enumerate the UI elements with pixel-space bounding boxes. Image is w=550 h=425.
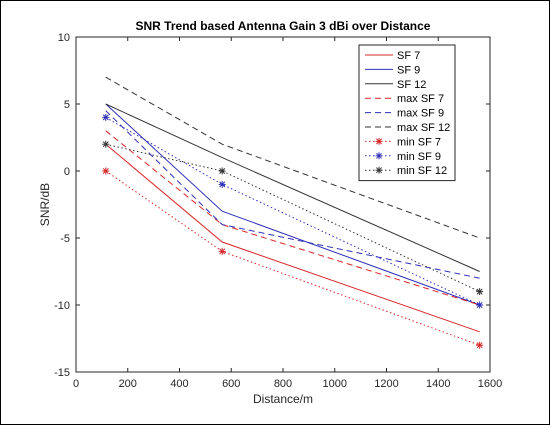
x-tick-label: 800 bbox=[274, 378, 292, 390]
legend-item: max SF 12 bbox=[365, 122, 450, 134]
legend-label: min SF 7 bbox=[397, 136, 441, 148]
data-point-marker bbox=[218, 247, 226, 255]
series-line-sf-12 bbox=[105, 103, 480, 272]
legend-label: max SF 9 bbox=[397, 108, 444, 120]
y-tick-label: 0 bbox=[64, 166, 70, 178]
x-tick-label: 200 bbox=[119, 378, 137, 390]
legend-label: SF 12 bbox=[397, 79, 426, 91]
legend-item: max SF 7 bbox=[365, 93, 444, 105]
series-line-sf-7 bbox=[105, 143, 480, 333]
x-tick-label: 1400 bbox=[426, 378, 450, 390]
legend-label: max SF 7 bbox=[397, 93, 444, 105]
series-line-max-sf-12 bbox=[105, 76, 480, 239]
legend-item: max SF 9 bbox=[365, 108, 444, 120]
series-layer bbox=[102, 76, 484, 349]
x-tick-label: 400 bbox=[170, 378, 188, 390]
x-tick-label: 1200 bbox=[374, 378, 398, 390]
legend-marker bbox=[375, 152, 383, 160]
x-axis-title: Distance/m bbox=[253, 392, 313, 406]
series-line-min-sf-12 bbox=[105, 143, 480, 293]
y-tick-label: 5 bbox=[64, 99, 70, 111]
series-line-min-sf-9 bbox=[105, 116, 480, 306]
y-tick-label: 10 bbox=[58, 32, 70, 44]
x-tick-label: 1600 bbox=[478, 378, 502, 390]
legend-item: min SF 9 bbox=[365, 151, 441, 163]
legend: SF 7 SF 9 SF 12 max SF 7 max SF 9 max SF 12 mi… bbox=[358, 44, 456, 182]
legend-label: min SF 9 bbox=[397, 151, 441, 163]
legend-marker bbox=[375, 137, 383, 145]
legend-marker bbox=[375, 166, 383, 174]
data-point-marker bbox=[476, 288, 484, 296]
x-tick-label: 0 bbox=[73, 378, 79, 390]
legend-label: SF 9 bbox=[397, 64, 420, 76]
data-point-marker bbox=[218, 180, 226, 188]
y-tick-label: -10 bbox=[54, 300, 70, 312]
x-tick-label: 600 bbox=[222, 378, 240, 390]
legend-label: max SF 12 bbox=[397, 122, 450, 134]
data-point-marker bbox=[218, 167, 226, 175]
chart-title: SNR Trend based Antenna Gain 3 dBi over … bbox=[136, 19, 431, 33]
legend-item: min SF 12 bbox=[365, 165, 447, 177]
data-point-marker bbox=[102, 140, 110, 148]
legend-item: SF 12 bbox=[365, 79, 426, 91]
x-tick-label: 1000 bbox=[323, 378, 347, 390]
data-point-marker bbox=[476, 301, 484, 309]
legend-item: min SF 7 bbox=[365, 136, 441, 148]
axis-ticks: 0 200 400 600 800 1000 1200 1400 1600 -15 -10 -5 0 5 1… bbox=[54, 32, 502, 390]
legend-item: SF 7 bbox=[365, 50, 420, 62]
y-tick-label: -5 bbox=[60, 233, 70, 245]
legend-item: SF 9 bbox=[365, 64, 420, 76]
y-tick-label: -15 bbox=[54, 367, 70, 379]
y-axis-title: SNR/dB bbox=[38, 183, 52, 226]
data-point-marker bbox=[102, 167, 110, 175]
data-point-marker bbox=[102, 113, 110, 121]
legend-label: SF 7 bbox=[397, 50, 420, 62]
legend-label: min SF 12 bbox=[397, 165, 447, 177]
series-line-max-sf-9 bbox=[105, 110, 480, 279]
data-point-marker bbox=[476, 341, 484, 349]
